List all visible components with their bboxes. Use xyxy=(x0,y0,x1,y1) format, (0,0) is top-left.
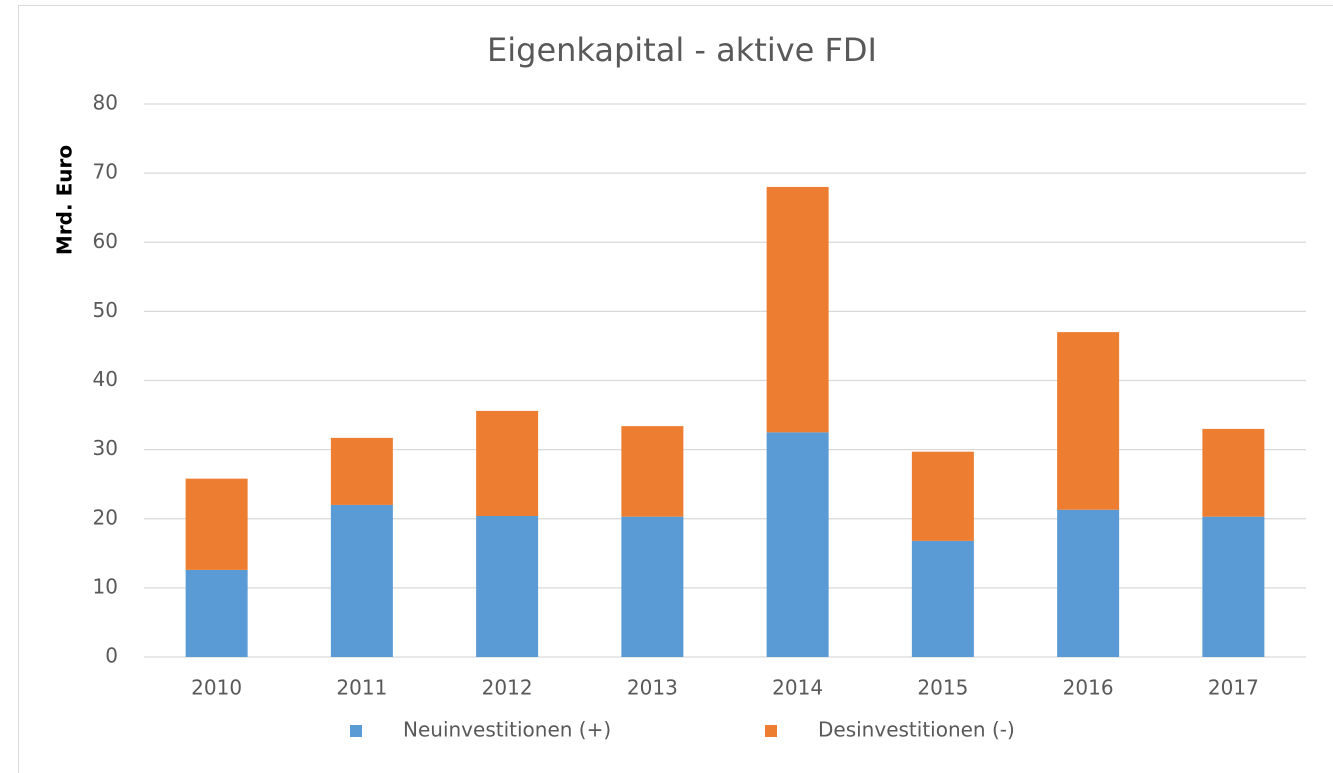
y-axis-label: Mrd. Euro xyxy=(53,145,77,255)
x-tick-label: 2010 xyxy=(191,676,242,700)
y-tick-label: 50 xyxy=(93,298,118,322)
y-tick-label: 60 xyxy=(93,229,118,253)
bar xyxy=(1202,428,1265,517)
legend-label: Desinvestitionen (-) xyxy=(818,718,1015,742)
bar xyxy=(766,186,829,433)
legend-label: Neuinvestitionen (+) xyxy=(403,718,611,742)
bar xyxy=(185,478,248,570)
bar xyxy=(621,516,684,657)
bar xyxy=(476,515,539,657)
y-tick-label: 80 xyxy=(93,91,118,115)
bar xyxy=(1057,509,1120,657)
legend-swatch xyxy=(350,725,362,737)
bar xyxy=(1202,516,1265,657)
bar xyxy=(476,410,539,516)
y-tick-label: 30 xyxy=(93,436,118,460)
x-tick-label: 2013 xyxy=(627,676,678,700)
x-tick-label: 2012 xyxy=(482,676,533,700)
x-tick-label: 2017 xyxy=(1208,676,1259,700)
chart-border xyxy=(18,5,1333,773)
bar xyxy=(185,569,248,657)
y-tick-label: 40 xyxy=(93,367,118,391)
bar xyxy=(911,451,974,541)
x-tick-label: 2016 xyxy=(1063,676,1114,700)
bar xyxy=(330,437,393,505)
bar xyxy=(911,540,974,657)
y-tick-label: 0 xyxy=(105,644,118,668)
chart-title: Eigenkapital - aktive FDI xyxy=(487,31,877,69)
y-tick-label: 20 xyxy=(93,505,118,529)
y-tick-label: 70 xyxy=(93,160,118,184)
bar xyxy=(766,432,829,657)
bar xyxy=(621,426,684,517)
x-tick-label: 2011 xyxy=(336,676,387,700)
x-tick-label: 2015 xyxy=(917,676,968,700)
x-tick-label: 2014 xyxy=(772,676,823,700)
legend-swatch xyxy=(765,725,777,737)
y-tick-label: 10 xyxy=(93,574,118,598)
bar xyxy=(330,504,393,657)
bar xyxy=(1057,332,1120,510)
